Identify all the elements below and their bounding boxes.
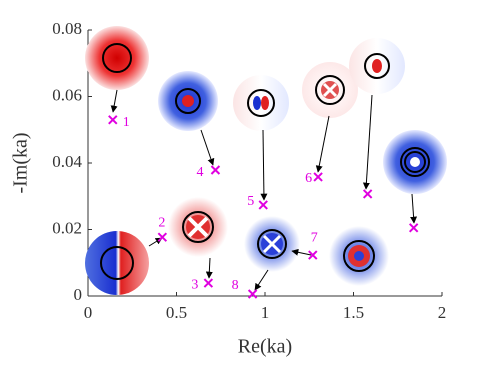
point-marker [408, 223, 419, 233]
y-tick-label: 0.04 [52, 152, 82, 171]
point-label: 6 [305, 171, 312, 186]
point-marker [258, 200, 268, 210]
y-tick-label: 0.02 [52, 218, 82, 237]
x-tick-label: 0.5 [166, 303, 187, 322]
x-tick-label: 0 [84, 303, 93, 322]
point-marker [203, 278, 214, 288]
point-label: 2 [158, 215, 165, 230]
mode-insets [85, 26, 447, 295]
y-axis-label: -Im(ka) [10, 132, 32, 193]
point-marker [210, 165, 221, 175]
point-label: 1 [123, 115, 130, 130]
point-marker [362, 189, 373, 199]
x-tick-label: 1 [261, 303, 270, 322]
arrows [110, 89, 418, 291]
x-tick-label: 1.5 [343, 303, 364, 322]
x-tick-label: 2 [438, 303, 447, 322]
point-marker [308, 250, 318, 260]
point-marker [108, 115, 118, 125]
x-axis-label: Re(ka) [238, 336, 292, 358]
point-marker [247, 289, 258, 299]
point-label: 3 [191, 277, 198, 292]
point-marker [313, 172, 323, 182]
point-marker [157, 232, 168, 242]
point-label: 7 [311, 230, 318, 245]
point-label: 4 [196, 165, 203, 180]
y-tick-label: 0 [74, 285, 83, 304]
point-label: 8 [232, 278, 239, 293]
y-tick-label: 0.08 [52, 19, 82, 38]
y-tick-label: 0.06 [52, 85, 82, 104]
point-label: 5 [247, 194, 254, 209]
